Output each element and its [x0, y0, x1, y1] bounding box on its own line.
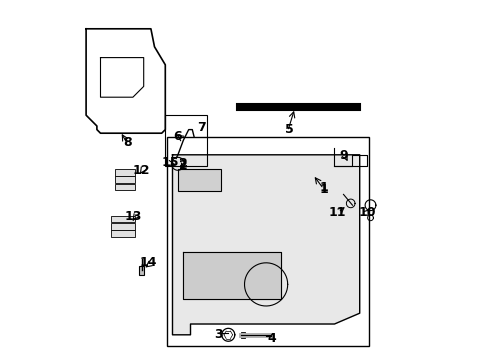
Text: 2: 2: [179, 157, 187, 170]
Text: 13: 13: [124, 210, 142, 222]
Text: 8: 8: [123, 136, 132, 149]
Text: 4: 4: [266, 332, 275, 345]
Text: 14: 14: [140, 256, 157, 269]
Bar: [111, 216, 134, 222]
Text: 7: 7: [197, 121, 205, 134]
Text: 9: 9: [339, 149, 347, 162]
Text: 15: 15: [162, 156, 179, 169]
Text: 6: 6: [173, 130, 182, 143]
Text: 5: 5: [285, 123, 293, 136]
Text: 11: 11: [327, 206, 345, 219]
Polygon shape: [183, 252, 280, 299]
Bar: [178, 169, 221, 191]
Bar: [115, 169, 134, 176]
Bar: [165, 115, 206, 166]
Bar: [111, 223, 134, 230]
Text: 1: 1: [319, 181, 327, 194]
Text: 3: 3: [214, 328, 223, 341]
Polygon shape: [172, 155, 359, 335]
Text: 2: 2: [179, 159, 187, 172]
Bar: [115, 184, 134, 190]
Bar: [139, 266, 144, 275]
Text: 10: 10: [358, 206, 376, 219]
Bar: [241, 332, 244, 338]
Text: 12: 12: [132, 164, 150, 177]
Bar: [167, 137, 368, 346]
Text: 1: 1: [319, 183, 327, 195]
Bar: [115, 176, 134, 183]
Bar: [111, 230, 134, 237]
